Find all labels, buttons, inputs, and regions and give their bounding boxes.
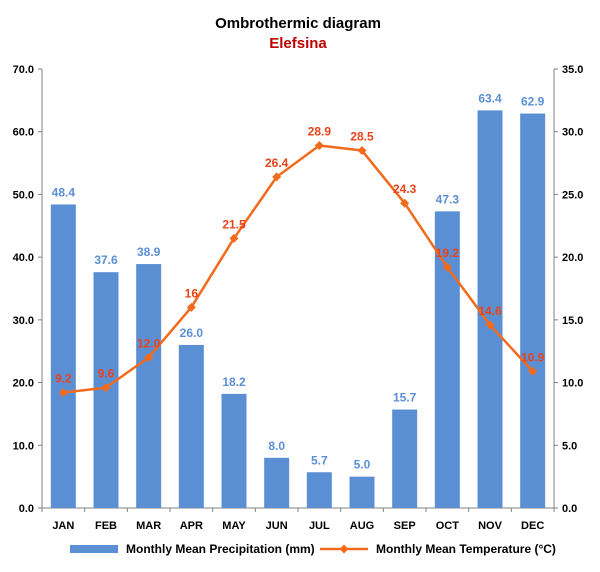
temperature-series-line [63,144,534,394]
left-y-tick-label: 60.0 [13,127,34,139]
precipitation-data-label: 5.0 [354,458,371,472]
precipitation-bar [392,409,418,508]
precipitation-bar [349,476,375,508]
x-tick-label: MAR [136,520,161,532]
left-y-tick-label: 70.0 [13,64,34,76]
temperature-point [58,388,68,398]
right-y-tick-label: 25.0 [562,189,583,201]
x-tick-label: MAY [222,520,246,532]
temperature-point [528,366,538,376]
temperature-point [272,172,282,182]
legend-temperature-marker [339,544,349,554]
temperature-data-label: 28.9 [308,125,332,139]
precipitation-data-label: 62.9 [521,95,545,109]
precipitation-bar [477,110,503,509]
precipitation-bar [434,211,460,508]
precipitation-bar [520,113,546,508]
left-y-tick-label: 10.0 [13,440,34,452]
axes [38,68,558,512]
x-tick-label: JAN [52,520,74,532]
temperature-point [314,141,324,151]
x-tick-label: NOV [478,520,503,532]
precipitation-data-label: 48.4 [52,185,76,199]
right-y-tick-label: 0.0 [562,503,577,515]
temperature-data-label: 10.9 [521,350,545,364]
precipitation-data-label: 15.7 [393,391,417,405]
left-y-tick-label: 0.0 [19,503,34,515]
temperature-point [229,233,239,243]
precipitation-bar [50,204,76,508]
legend-precipitation-swatch [70,545,118,553]
temperature-data-label: 9.6 [98,367,115,381]
left-y-tick-label: 30.0 [13,315,34,327]
temperature-line [58,141,538,398]
temperature-point [357,146,367,156]
temperature-data-label: 21.5 [222,217,246,231]
precipitation-data-label: 8.0 [268,439,285,453]
precipitation-bar [178,344,204,508]
legend: Monthly Mean Precipitation (mm) Monthly … [70,542,556,556]
right-y-tick-label: 20.0 [562,252,583,264]
left-y-tick-labels: 0.0 10.0 20.0 30.0 40.0 50.0 60.0 70.0 [13,64,34,515]
precipitation-data-label: 38.9 [137,245,161,259]
left-y-tick-label: 20.0 [13,378,34,390]
left-y-tick-label: 40.0 [13,252,34,264]
precipitation-bar [221,393,247,508]
left-y-tick-label: 50.0 [13,189,34,201]
temperature-point [442,262,452,272]
temperature-point [186,302,196,312]
precipitation-bar [306,472,332,508]
temperature-point [144,352,154,362]
temperature-data-label: 12.0 [137,336,161,350]
x-tick-label: APR [180,520,203,532]
precipitation-bar [264,457,290,508]
precipitation-data-label: 47.3 [436,192,460,206]
right-y-tick-label: 35.0 [562,64,583,76]
precipitation-data-label: 18.2 [222,375,246,389]
temperature-labels: 9.2 9.6 12.0 16 21.5 26.4 28.9 28.5 24.3 19.2 14.6… [55,125,545,386]
precipitation-bar [136,264,162,508]
right-y-tick-label: 5.0 [562,440,577,452]
right-y-tick-label: 15.0 [562,315,583,327]
chart-subtitle: Elefsina [269,35,327,52]
legend-temperature-label: Monthly Mean Temperature (°C) [376,542,556,556]
temperature-point [485,320,495,330]
temperature-point [400,198,410,208]
x-tick-label: AUG [350,520,374,532]
temperature-data-label: 26.4 [265,156,289,170]
right-y-tick-label: 10.0 [562,378,583,390]
x-tick-label: DEC [521,520,544,532]
precipitation-bars [50,110,546,509]
temperature-point [101,383,111,393]
precipitation-data-label: 37.6 [94,253,118,267]
temperature-data-label: 14.6 [478,304,502,318]
x-tick-label: SEP [394,520,416,532]
precipitation-data-label: 5.7 [311,453,328,467]
temperature-data-label: 19.2 [436,246,460,260]
right-y-tick-label: 30.0 [562,127,583,139]
x-tick-labels: JAN FEB MAR APR MAY JUN JUL AUG SEP OCT NOV DEC [52,520,544,532]
x-tick-label: JUN [266,520,288,532]
temperature-data-label: 9.2 [55,372,72,386]
x-tick-label: OCT [436,520,460,532]
precipitation-data-label: 26.0 [180,326,204,340]
temperature-data-label: 28.5 [350,130,374,144]
chart-title: Ombrothermic diagram [215,15,381,32]
precipitation-data-label: 63.4 [478,91,502,105]
precipitation-labels: 48.4 37.6 38.9 26.0 18.2 8.0 5.7 5.0 15.7 47.3 63.… [52,91,545,471]
x-tick-label: JUL [309,520,330,532]
legend-precipitation-label: Monthly Mean Precipitation (mm) [126,542,315,556]
right-y-tick-labels: 0.0 5.0 10.0 15.0 20.0 25.0 30.0 35.0 [562,64,583,515]
temperature-data-label: 16 [185,286,199,300]
temperature-data-label: 24.3 [393,182,417,196]
x-tick-label: FEB [95,520,117,532]
